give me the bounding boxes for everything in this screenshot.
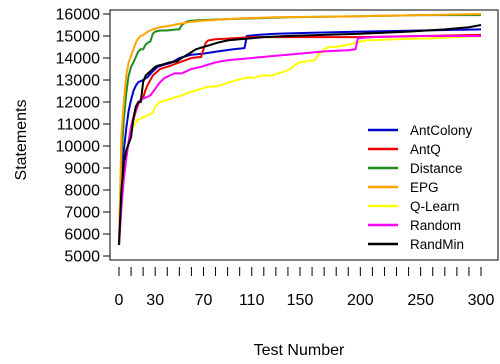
x-tick-label: 300 (468, 292, 495, 309)
series-line-q-learn (118, 35, 482, 246)
x-tick-label: 0 (115, 292, 124, 309)
series-layer (118, 13, 482, 246)
y-tick-label: 16000 (56, 7, 101, 24)
legend-label: Distance (410, 161, 463, 176)
x-tick-label: 30 (146, 292, 164, 309)
y-axis: 5000 6000 7000 8000 9000 10000 11000 12000 13000… (56, 7, 110, 266)
legend-label: Q-Learn (410, 199, 460, 214)
y-tick-label: 5000 (64, 249, 100, 266)
y-tick-label: 6000 (64, 227, 100, 244)
legend: AntColony AntQ Distance EPG Q-Learn Random Ran… (368, 123, 473, 252)
x-axis-label: Test Number (254, 342, 345, 359)
x-tick-label: 70 (195, 292, 213, 309)
series-line-epg (118, 13, 482, 246)
x-tick-label: 150 (287, 292, 314, 309)
axes-layer (109, 9, 499, 261)
x-tick-label: 200 (347, 292, 374, 309)
plot-frame (109, 9, 499, 261)
y-tick-label: 7000 (64, 205, 100, 222)
y-tick-label: 9000 (64, 161, 100, 178)
y-tick-label: 14000 (56, 51, 101, 68)
series-line-randmin (118, 24, 482, 246)
x-tick-label: 250 (407, 292, 434, 309)
y-tick-label: 8000 (64, 183, 100, 200)
legend-label: RandMin (410, 237, 464, 252)
y-tick-label: 12000 (56, 95, 101, 112)
x-axis: 0 30 70 110 150 200 250 300 (115, 267, 495, 309)
x-tick-label: 110 (239, 292, 265, 309)
y-tick-label: 13000 (56, 73, 101, 90)
legend-label: EPG (410, 180, 439, 195)
legend-label: AntColony (410, 123, 473, 138)
y-tick-label: 11000 (57, 117, 100, 134)
y-tick-label: 15000 (56, 29, 101, 46)
y-axis-label: Statements (13, 100, 30, 181)
legend-label: AntQ (410, 142, 441, 157)
legend-label: Random (410, 218, 461, 233)
y-tick-label: 10000 (56, 139, 101, 156)
